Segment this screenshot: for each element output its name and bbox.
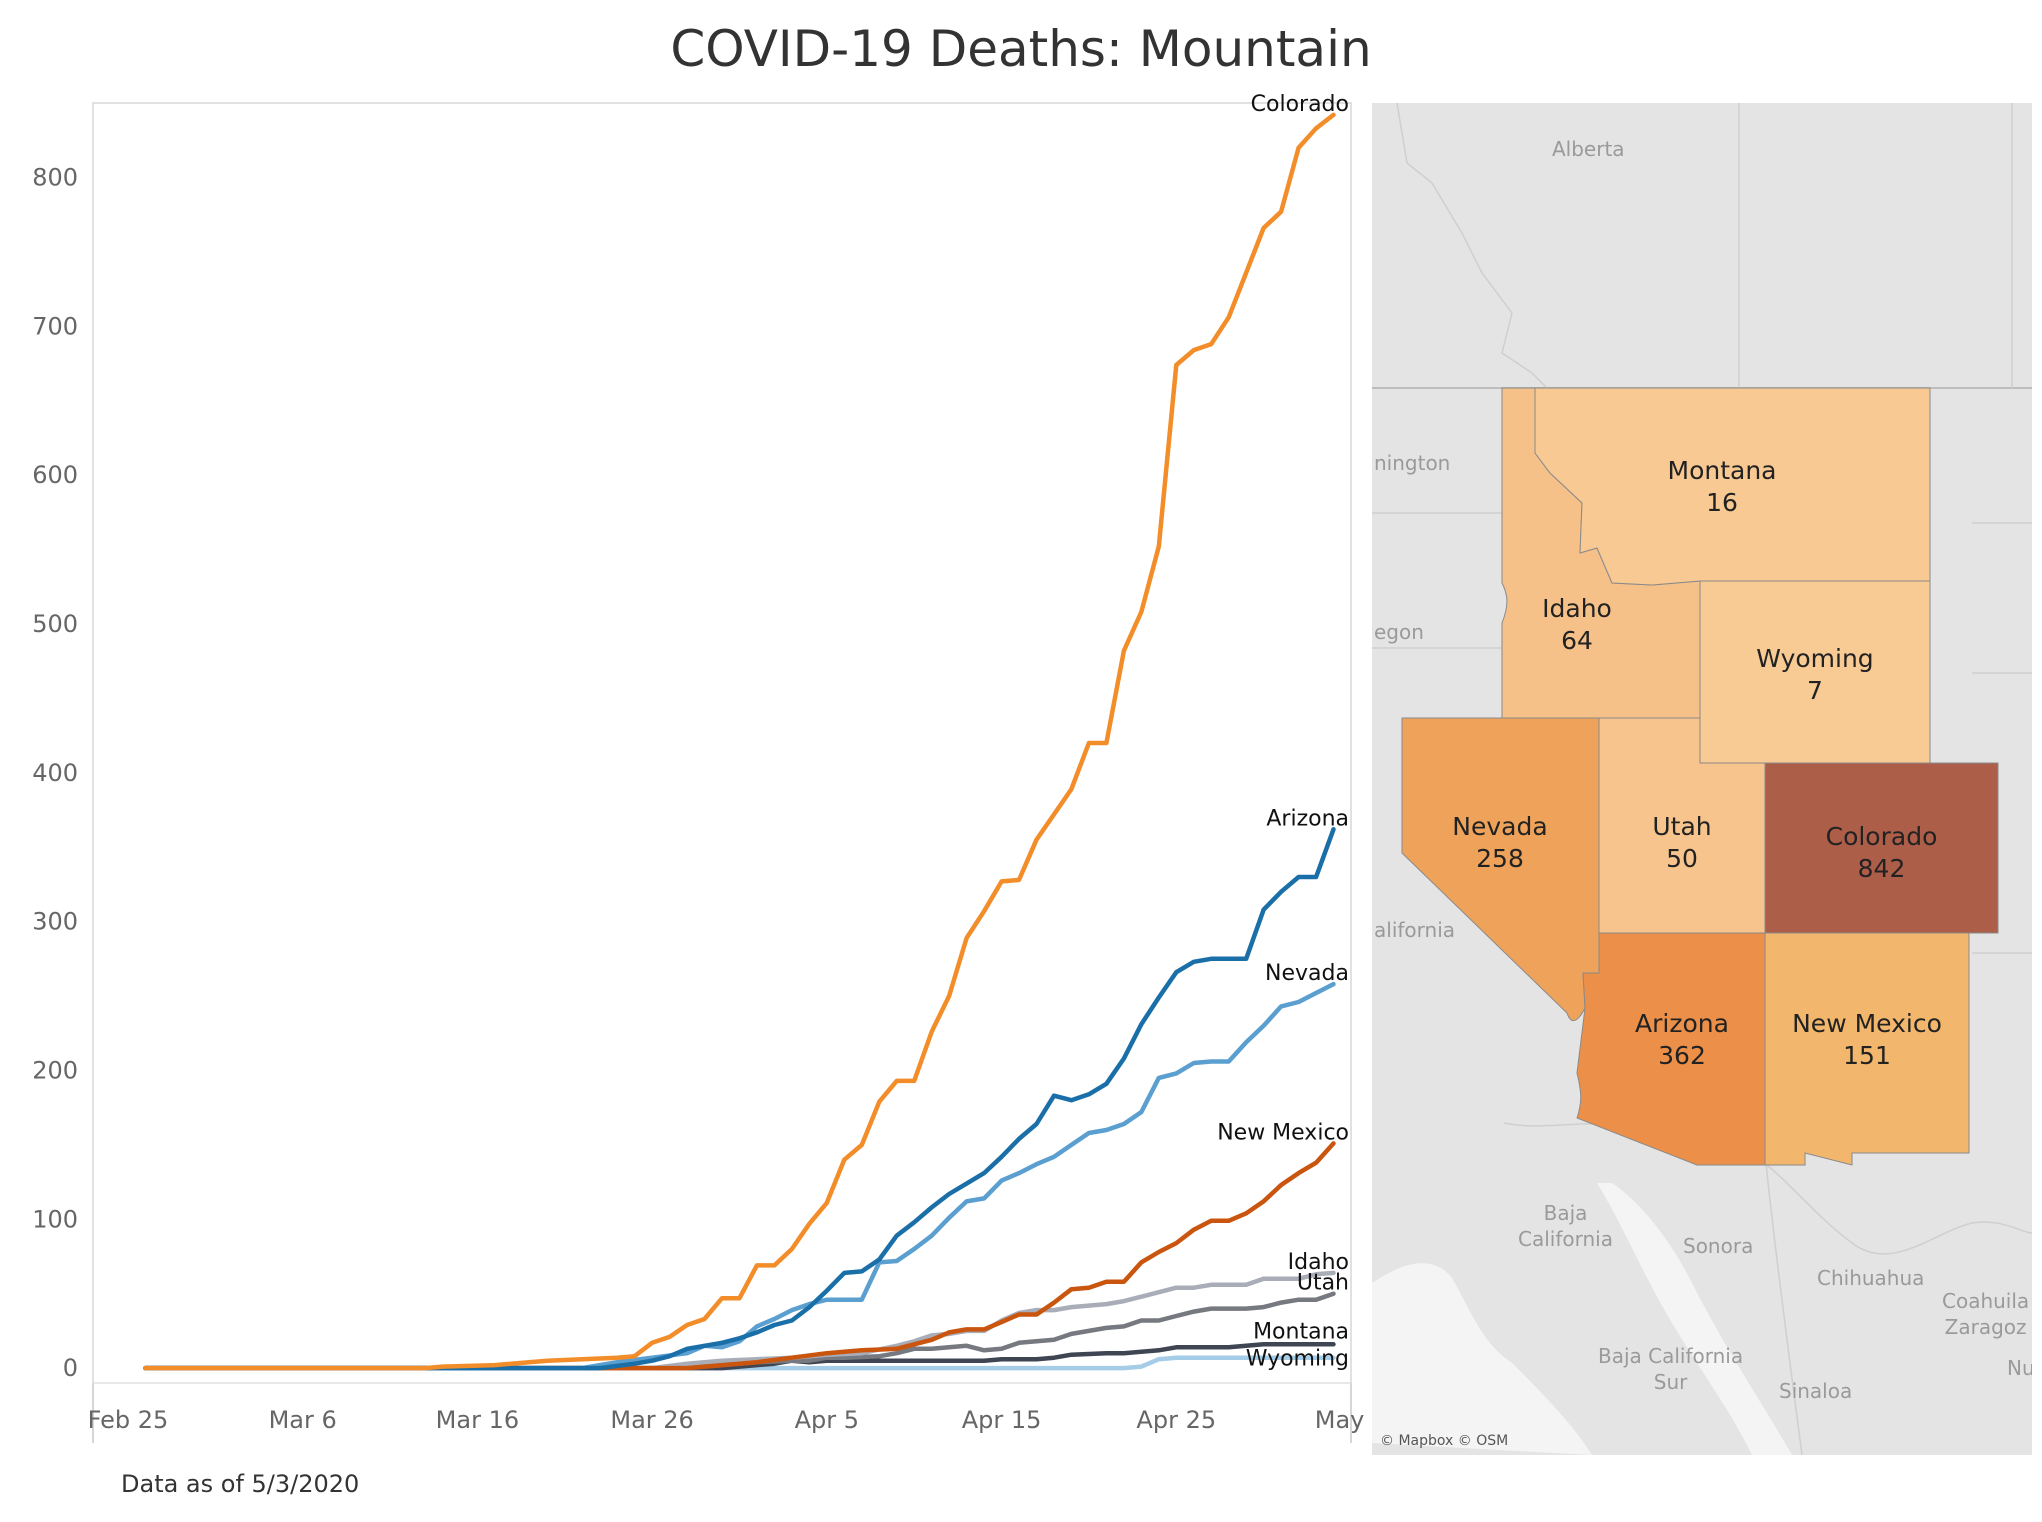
- state-label-idaho: Idaho 64: [1502, 593, 1652, 657]
- x-tick-label: Apr 15: [962, 1406, 1042, 1434]
- state-label-colorado: Colorado 842: [1765, 821, 1998, 885]
- x-tick-label: Apr 5: [795, 1406, 859, 1434]
- series-end-label: Utah: [1297, 1271, 1349, 1296]
- x-tick-label: Mar 6: [269, 1406, 337, 1434]
- series-line-new-mexico[interactable]: [143, 1141, 1336, 1371]
- y-tick-label: 300: [32, 908, 78, 936]
- state-label-montana: Montana 16: [1622, 455, 1822, 519]
- state-name: New Mexico: [1792, 1009, 1942, 1038]
- x-tick-label: May 5: [1315, 1406, 1372, 1434]
- plot-frame: [92, 102, 1352, 1384]
- y-axis: 0 100 200 300 400 500 600 700 800: [32, 163, 78, 1382]
- geo-label-washington: nington: [1374, 451, 1451, 475]
- state-deaths: 7: [1807, 676, 1823, 705]
- region-montana[interactable]: [1534, 387, 1931, 586]
- y-tick-label: 700: [32, 312, 78, 340]
- state-label-wyoming: Wyoming 7: [1715, 643, 1915, 707]
- state-deaths: 362: [1658, 1041, 1706, 1070]
- state-deaths: 258: [1476, 844, 1524, 873]
- state-deaths: 50: [1666, 844, 1698, 873]
- region-arizona[interactable]: [1576, 932, 1766, 1166]
- state-deaths: 842: [1857, 854, 1906, 883]
- y-tick-label: 200: [32, 1056, 78, 1084]
- series-end-label: New Mexico: [1217, 1120, 1349, 1145]
- state-deaths: 64: [1561, 626, 1593, 655]
- series-line-utah[interactable]: [143, 1291, 1336, 1371]
- state-name: Wyoming: [1756, 644, 1874, 673]
- geo-label-coahuila: Coahuila Zaragoz: [1942, 1289, 2030, 1339]
- geo-label-baja-california: Baja California: [1518, 1201, 1613, 1251]
- geo-label-sonora: Sonora: [1683, 1234, 1754, 1258]
- geo-label-alberta: Alberta: [1552, 137, 1625, 161]
- series-end-labels: Colorado Arizona Nevada New Mexico IdahoUtah…: [1217, 92, 1349, 1372]
- y-tick-label: 0: [63, 1354, 78, 1382]
- series-line-arizona[interactable]: [143, 827, 1336, 1371]
- gulf-of-california: [1597, 1183, 1792, 1455]
- state-name: Arizona: [1635, 1009, 1729, 1038]
- state-label-utah: Utah 50: [1599, 811, 1765, 875]
- state-name: Colorado: [1825, 822, 1938, 851]
- series-end-label: Idaho: [1288, 1250, 1349, 1275]
- state-label-arizona: Arizona 362: [1599, 1008, 1765, 1072]
- series-line-wyoming[interactable]: [143, 1355, 1336, 1371]
- pacific-ocean: [1372, 1263, 1592, 1455]
- map-states: [1401, 387, 1999, 1166]
- state-label-new-mexico: New Mexico 151: [1765, 1008, 1969, 1072]
- bc-alberta-border: [1396, 103, 1548, 389]
- state-name: Idaho: [1542, 594, 1612, 623]
- y-tick-label: 400: [32, 759, 78, 787]
- geo-label-chihuahua: Chihuahua: [1817, 1266, 1925, 1290]
- data-date-note: Data as of 5/3/2020: [121, 1470, 360, 1498]
- series-end-label: Nevada: [1265, 961, 1349, 986]
- x-tick-label: Apr 25: [1136, 1406, 1216, 1434]
- y-tick-label: 800: [32, 163, 78, 191]
- geo-label-california: alifornia: [1374, 918, 1456, 942]
- x-tick-label: Mar 26: [610, 1406, 693, 1434]
- geo-label-sinaloa: Sinaloa: [1779, 1379, 1853, 1403]
- series-lines: [143, 112, 1336, 1371]
- state-label-nevada: Nevada 258: [1410, 811, 1590, 875]
- y-tick-label: 500: [32, 610, 78, 638]
- state-name: Montana: [1667, 456, 1777, 485]
- y-tick-label: 600: [32, 461, 78, 489]
- state-name: Utah: [1652, 812, 1712, 841]
- y-tick-label: 100: [32, 1205, 78, 1233]
- choropleth-map[interactable]: Alberta nington egon alifornia Baja Cali…: [1372, 103, 2032, 1455]
- series-line-colorado[interactable]: [143, 112, 1336, 1371]
- geo-label-nuevo-leon: Nu: [2007, 1356, 2032, 1380]
- chart-title: COVID-19 Deaths: Mountain: [670, 20, 1372, 78]
- state-deaths: 16: [1706, 488, 1738, 517]
- series-end-label: Montana: [1253, 1319, 1349, 1344]
- state-name: Nevada: [1452, 812, 1548, 841]
- geo-label-oregon: egon: [1374, 620, 1424, 644]
- geo-label-baja-california-sur: Baja California Sur: [1598, 1344, 1744, 1394]
- line-chart: 0 100 200 300 400 500 600 700 800 Feb 25 Mar 6 Mar…: [32, 92, 1372, 1443]
- x-axis: Feb 25 Mar 6 Mar 16 Mar 26 Apr 5 Apr 15 Apr 25…: [88, 1406, 1372, 1434]
- region-new-mexico[interactable]: [1764, 932, 1970, 1166]
- series-line-nevada[interactable]: [143, 981, 1336, 1371]
- state-deaths: 151: [1843, 1041, 1891, 1070]
- series-end-label: Arizona: [1266, 806, 1349, 831]
- series-end-label: Colorado: [1251, 92, 1349, 117]
- x-tick-label: Mar 16: [436, 1406, 519, 1434]
- sonora-chihuahua-border: [1765, 1162, 1803, 1455]
- map-attribution[interactable]: © Mapbox © OSM: [1380, 1433, 1509, 1449]
- series-end-label: Wyoming: [1246, 1347, 1349, 1372]
- region-colorado[interactable]: [1764, 762, 1999, 934]
- x-tick-label: Feb 25: [88, 1406, 169, 1434]
